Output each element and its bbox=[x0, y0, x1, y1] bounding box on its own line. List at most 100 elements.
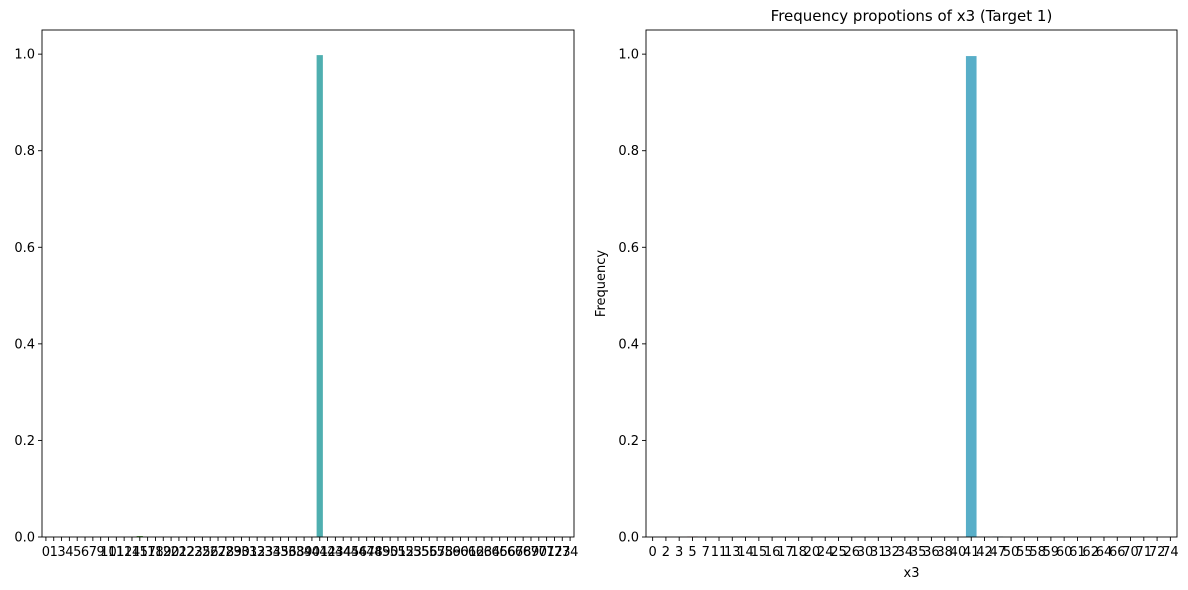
x-tick-label: 35 bbox=[910, 545, 927, 560]
x-tick-label: 42 bbox=[319, 545, 336, 560]
x-tick-label: 24 bbox=[817, 545, 834, 560]
x-tick-label: 16 bbox=[764, 545, 781, 560]
x-tick-label: 13 bbox=[724, 545, 741, 560]
x-tick-label: 72 bbox=[546, 545, 563, 560]
x-tick-label: 22 bbox=[178, 545, 195, 560]
x-tick-label: 60 bbox=[452, 545, 469, 560]
y-tick-label: 0.2 bbox=[14, 434, 35, 449]
x-tick-label: 35 bbox=[272, 545, 289, 560]
x-tick-label: 28 bbox=[218, 545, 235, 560]
x-tick-label: 0 bbox=[42, 545, 50, 560]
x-tick-label: 45 bbox=[343, 545, 360, 560]
y-tick-label: 0.4 bbox=[14, 337, 35, 352]
x-tick-label: 71 bbox=[1136, 545, 1153, 560]
x-tick-label: 36 bbox=[923, 545, 940, 560]
x-tick-label: 46 bbox=[351, 545, 368, 560]
x-tick-label: 58 bbox=[437, 545, 454, 560]
x-tick-label: 1 bbox=[50, 545, 58, 560]
x-tick-label: 64 bbox=[484, 545, 501, 560]
x-tick-label: 18 bbox=[790, 545, 807, 560]
x-tick-label: 29 bbox=[225, 545, 242, 560]
x-tick-label: 61 bbox=[1069, 545, 1086, 560]
y-tick-label: 0.0 bbox=[618, 531, 639, 546]
x-tick-label: 41 bbox=[963, 545, 980, 560]
x-tick-label: 52 bbox=[398, 545, 415, 560]
x-tick-label: 30 bbox=[857, 545, 874, 560]
x-tick-label: 33 bbox=[257, 545, 274, 560]
x-tick-label: 9 bbox=[97, 545, 105, 560]
x-tick-label: 36 bbox=[280, 545, 297, 560]
x-tick-label: 72 bbox=[1149, 545, 1166, 560]
x-tick-label: 58 bbox=[1029, 545, 1046, 560]
right-chart: 0.00.20.40.60.81.00 2 3 5 7 11131415161718202… bbox=[594, 7, 1179, 581]
x-tick-label: 70 bbox=[531, 545, 548, 560]
x-tick-label: 59 bbox=[444, 545, 461, 560]
x-tick-label: 3 bbox=[675, 545, 683, 560]
x-tick-label: 74 bbox=[1162, 545, 1179, 560]
x-tick-label: 3 bbox=[57, 545, 65, 560]
x-tick-label: 2 bbox=[662, 545, 670, 560]
x-tick-label: 68 bbox=[515, 545, 532, 560]
x-tick-label: 30 bbox=[233, 545, 250, 560]
left-chart: 0.00.20.40.60.81.00 1 3 4 5 6 7 910111214151718… bbox=[14, 29, 579, 560]
x-tick-label: 40 bbox=[950, 545, 967, 560]
x-tick-label: 56 bbox=[421, 545, 438, 560]
bar-15 bbox=[136, 536, 143, 537]
x-tick-label: 4 bbox=[65, 545, 73, 560]
x-tick-label: 48 bbox=[366, 545, 383, 560]
x-tick-label: 50 bbox=[1003, 545, 1020, 560]
x-tick-label: 32 bbox=[249, 545, 266, 560]
x-tick-label: 31 bbox=[870, 545, 887, 560]
y-tick-label: 1.0 bbox=[618, 48, 639, 63]
x-tick-label: 53 bbox=[405, 545, 422, 560]
y-tick-label: 1.0 bbox=[14, 48, 35, 63]
y-tick-label: 0.6 bbox=[618, 241, 639, 256]
x-tick-label: 12 bbox=[116, 545, 133, 560]
x-tick-label: 66 bbox=[499, 545, 516, 560]
y-tick-label: 0.8 bbox=[14, 144, 35, 159]
x-tick-label: 39 bbox=[296, 545, 313, 560]
x-tick-label: 69 bbox=[523, 545, 540, 560]
plot-frame bbox=[645, 29, 1178, 538]
x-tick-label: 55 bbox=[1016, 545, 1033, 560]
y-tick-label: 0.0 bbox=[14, 531, 35, 546]
x-tick-label: 47 bbox=[358, 545, 375, 560]
x-tick-label: 10 bbox=[100, 545, 117, 560]
x-tick-label: 47 bbox=[990, 545, 1007, 560]
x-tick-label: 5 bbox=[688, 545, 696, 560]
x-tick-label: 20 bbox=[163, 545, 180, 560]
x-tick-label: 50 bbox=[382, 545, 399, 560]
y-tick-label: 0.2 bbox=[618, 434, 639, 449]
x-tick-label: 11 bbox=[711, 545, 728, 560]
x-tick-label: 65 bbox=[491, 545, 508, 560]
x-tick-label: 15 bbox=[751, 545, 768, 560]
plot-frame bbox=[41, 29, 575, 538]
chart-title: Frequency propotions of x3 (Target 1) bbox=[771, 7, 1053, 25]
x-tick-label: 0 bbox=[648, 545, 656, 560]
x-tick-label: 34 bbox=[265, 545, 282, 560]
x-tick-label: 60 bbox=[1056, 545, 1073, 560]
x-tick-label: 15 bbox=[132, 545, 149, 560]
x-tick-label: 70 bbox=[1122, 545, 1139, 560]
bar-41 bbox=[965, 56, 977, 537]
x-tick-label: 11 bbox=[108, 545, 125, 560]
x-tick-label: 42 bbox=[976, 545, 993, 560]
x-tick-label: 31 bbox=[241, 545, 258, 560]
x-tick-label: 32 bbox=[883, 545, 900, 560]
x-tick-label: 71 bbox=[538, 545, 555, 560]
y-tick-label: 0.8 bbox=[618, 144, 639, 159]
y-axis-label: Frequency bbox=[594, 250, 609, 317]
x-tick-label: 27 bbox=[210, 545, 227, 560]
x-tick-label: 49 bbox=[374, 545, 391, 560]
x-tick-label: 34 bbox=[897, 545, 914, 560]
x-tick-label: 25 bbox=[830, 545, 847, 560]
x-tick-label: 61 bbox=[460, 545, 477, 560]
x-tick-label: 44 bbox=[335, 545, 352, 560]
x-tick-label: 62 bbox=[468, 545, 485, 560]
x-tick-label: 64 bbox=[1096, 545, 1113, 560]
x-tick-label: 57 bbox=[429, 545, 446, 560]
x-tick-label: 14 bbox=[124, 545, 141, 560]
x-tick-label: 74 bbox=[562, 545, 579, 560]
